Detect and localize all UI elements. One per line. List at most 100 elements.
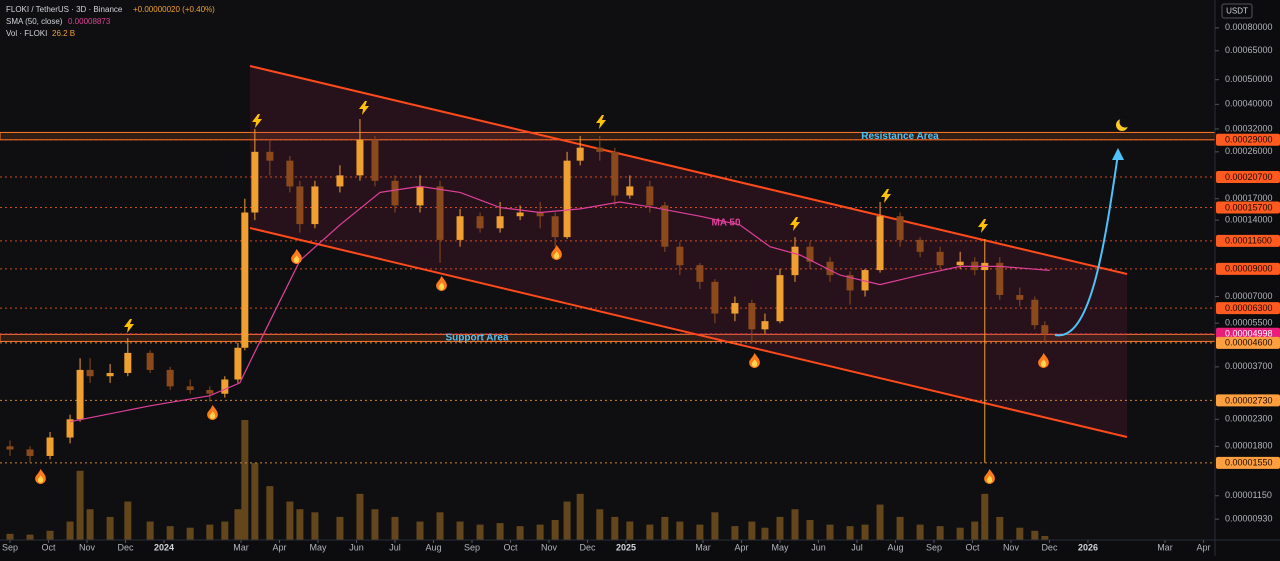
candle-body [596,147,604,152]
volume-bar [761,527,769,540]
level-label: 0.00002730 [1225,395,1273,405]
candle-body [563,160,571,238]
volume-bar [311,512,319,540]
candle-body [516,212,524,217]
volume-bar [26,534,34,540]
x-tick-label: Sep [464,542,480,552]
x-tick-label: Apr [272,542,286,552]
candle-body [241,212,249,348]
candle-body [146,352,154,370]
level-label: 0.00004600 [1225,338,1273,348]
candle-body [356,139,364,176]
x-tick-label: Sep [2,542,18,552]
level-label: 0.00004998 [1225,329,1273,339]
x-tick-label: 2026 [1078,542,1098,552]
candle-body [861,270,869,291]
candle-body [916,239,924,252]
volume-bar [296,509,304,540]
candle-body [6,446,14,450]
volume-bar [456,521,464,540]
volume-bar [336,516,344,540]
x-tick-label: Jun [811,542,826,552]
candles [6,119,1049,463]
volume-bar [266,486,274,540]
volume-bar [186,527,194,540]
candle-body [776,275,784,322]
volume-bar [371,509,379,540]
volume-bar [956,527,964,540]
candle-body [996,262,1004,295]
x-tick-label: Aug [887,542,903,552]
level-badge [1216,234,1280,247]
axes: 0.00080000 0.00065000 0.00050000 0.00040000… [2,22,1280,552]
candle-body [391,180,399,206]
candle-body [234,347,242,380]
channel-lower [249,227,1128,438]
x-tick-label: Mar [1157,542,1173,552]
y-tick-label: 0.00050000 [1225,74,1273,84]
candle-body [46,437,54,456]
candle-body [1016,294,1024,300]
candle-body [956,261,964,266]
candle-body [626,186,634,196]
candle-body [436,186,444,240]
y-tick-label: 0.00017000 [1225,193,1273,203]
volume-bar [241,420,249,540]
price-change: +0.00000020 (+0.40%) [133,5,215,14]
level-label: 0.00001550 [1225,458,1273,468]
volume-bar [916,524,924,540]
sma-line [69,185,1050,423]
volume-bar [776,516,784,540]
level-badge [1216,336,1280,349]
x-tick-label: 2025 [616,542,636,552]
volume-label: Vol · FLOKI [6,29,47,38]
volume-bar [661,516,669,540]
y-tick-label: 0.00002300 [1225,414,1273,424]
level-label: 0.00029000 [1225,135,1273,145]
volume-value: 26.2 B [52,29,75,38]
volume-bar [146,521,154,540]
volume-bar [861,524,869,540]
candle-body [286,160,294,187]
x-tick-label: Oct [41,542,56,552]
y-tick-label: 0.00080000 [1225,22,1273,32]
plot-background [0,0,1215,540]
candle-body [896,216,904,240]
volume-bar [234,509,242,540]
candle-body [296,186,304,225]
x-tick-label: Mar [695,542,711,552]
x-tick-label: Jul [389,542,401,552]
volume-bar [896,516,904,540]
volume-bar [676,521,684,540]
level-badge [1216,262,1280,275]
zone-label: Resistance Area [861,131,939,142]
volume-bar [996,516,1004,540]
candle-body [251,151,259,213]
zone-label: Support Area [446,333,509,344]
candle-body [748,303,756,330]
volume-bar [1031,530,1039,540]
candle-body [76,369,84,420]
candle-body [124,352,132,374]
volume-bar [1041,535,1049,540]
volume-bar [166,526,174,540]
candle-body [371,139,379,181]
candle-body [806,246,814,262]
candle-body [711,281,719,314]
volume-bar [748,521,756,540]
volume-bar [536,524,544,540]
moon-icon-cut [1119,116,1131,128]
volume-bar [86,509,94,540]
volume-bar [646,524,654,540]
candle-body [876,216,884,271]
currency-box [1221,3,1253,19]
level-badge [1216,302,1280,315]
candle-body [86,369,94,377]
channel-upper [249,65,1128,275]
candle-body [221,379,229,394]
volume-bar [516,526,524,540]
volume-bar [416,521,424,540]
volume-bar [696,524,704,540]
volume-bar [221,521,229,540]
